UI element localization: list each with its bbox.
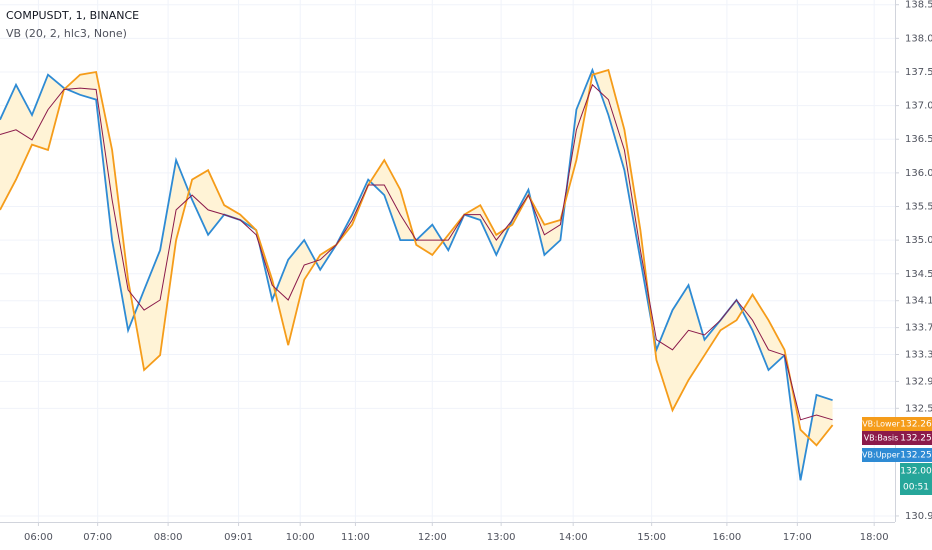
price-label-name: VB:Lower <box>862 420 900 429</box>
y-tick-label: 135.50 <box>905 202 932 213</box>
price-label-value-box <box>900 448 932 462</box>
y-tick-label: 130.90 <box>905 511 932 522</box>
x-tick-label: 11:00 <box>341 532 370 543</box>
y-tick-label: 137.00 <box>905 101 932 112</box>
price-label-value-box <box>900 417 932 431</box>
price-label-value: 132.25 <box>900 434 932 444</box>
x-tick-label: 18:00 <box>860 532 889 543</box>
plot <box>0 67 834 481</box>
price-label-name: VB:Upper <box>862 451 901 460</box>
price-label-name-box <box>862 417 900 431</box>
y-tick-label: 134.10 <box>905 296 932 307</box>
countdown: 00:51 <box>903 483 929 493</box>
x-tick-label: 07:00 <box>83 532 112 543</box>
price-label-value-box <box>900 431 932 445</box>
price-label-name: VB:Basis <box>864 434 899 443</box>
y-tick-label: 138.00 <box>905 33 932 44</box>
x-tick-label: 16:00 <box>712 532 741 543</box>
x-tick-label: 15:00 <box>637 532 666 543</box>
y-tick-label: 136.50 <box>905 134 932 145</box>
symbol-title: COMPUSDT, 1, BINANCE <box>6 9 139 22</box>
y-tick-label: 138.50 <box>905 0 932 11</box>
y-tick-label: 133.70 <box>905 323 932 334</box>
band-fill <box>0 69 833 481</box>
price-label-name-box <box>862 448 900 462</box>
x-tick-label: 08:00 <box>154 532 183 543</box>
x-tick-label: 14:00 <box>559 532 588 543</box>
y-tick-label: 132.90 <box>905 376 932 387</box>
series-line <box>0 68 834 447</box>
y-tick-label: 136.00 <box>905 168 932 179</box>
price-label-value: 132.26 <box>900 420 932 430</box>
y-tick-label: 133.30 <box>905 350 932 361</box>
x-tick-label: 13:00 <box>487 532 516 543</box>
indicator-title: VB (20, 2, hlc3, None) <box>6 27 127 40</box>
last-price: 132.00 <box>900 467 932 477</box>
price-label-value: 132.25 <box>900 451 932 461</box>
y-tick-label: 134.50 <box>905 269 932 280</box>
x-tick-label: 09:01 <box>224 532 253 543</box>
axes: 138.50 138.00 137.50 137.00 136.50 136.00 135.… <box>24 0 932 543</box>
x-tick-label: 12:00 <box>418 532 447 543</box>
x-tick-label: 10:00 <box>286 532 315 543</box>
y-tick-label: 132.50 <box>905 403 932 414</box>
x-tick-label: 17:00 <box>783 532 812 543</box>
price-label-name-box <box>862 431 900 445</box>
x-tick-label: 06:00 <box>24 532 53 543</box>
y-tick-label: 137.50 <box>905 67 932 78</box>
last-price-box <box>900 463 932 495</box>
series-line <box>0 83 833 421</box>
y-tick-label: 135.00 <box>905 235 932 246</box>
